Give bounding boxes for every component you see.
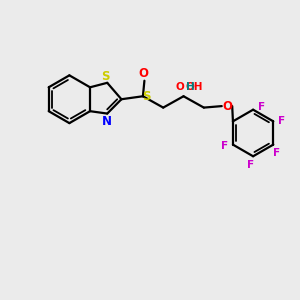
Text: N: N — [102, 115, 112, 128]
Text: O: O — [138, 68, 148, 80]
Text: F: F — [278, 116, 285, 126]
Text: S: S — [142, 90, 151, 103]
Text: OH: OH — [186, 82, 203, 92]
Text: F: F — [273, 148, 280, 158]
Text: O: O — [222, 100, 232, 112]
Text: F: F — [221, 141, 228, 151]
Text: H: H — [186, 82, 194, 92]
Text: O: O — [176, 82, 184, 92]
Text: F: F — [258, 102, 265, 112]
Text: F: F — [247, 160, 254, 170]
Text: S: S — [101, 70, 110, 83]
